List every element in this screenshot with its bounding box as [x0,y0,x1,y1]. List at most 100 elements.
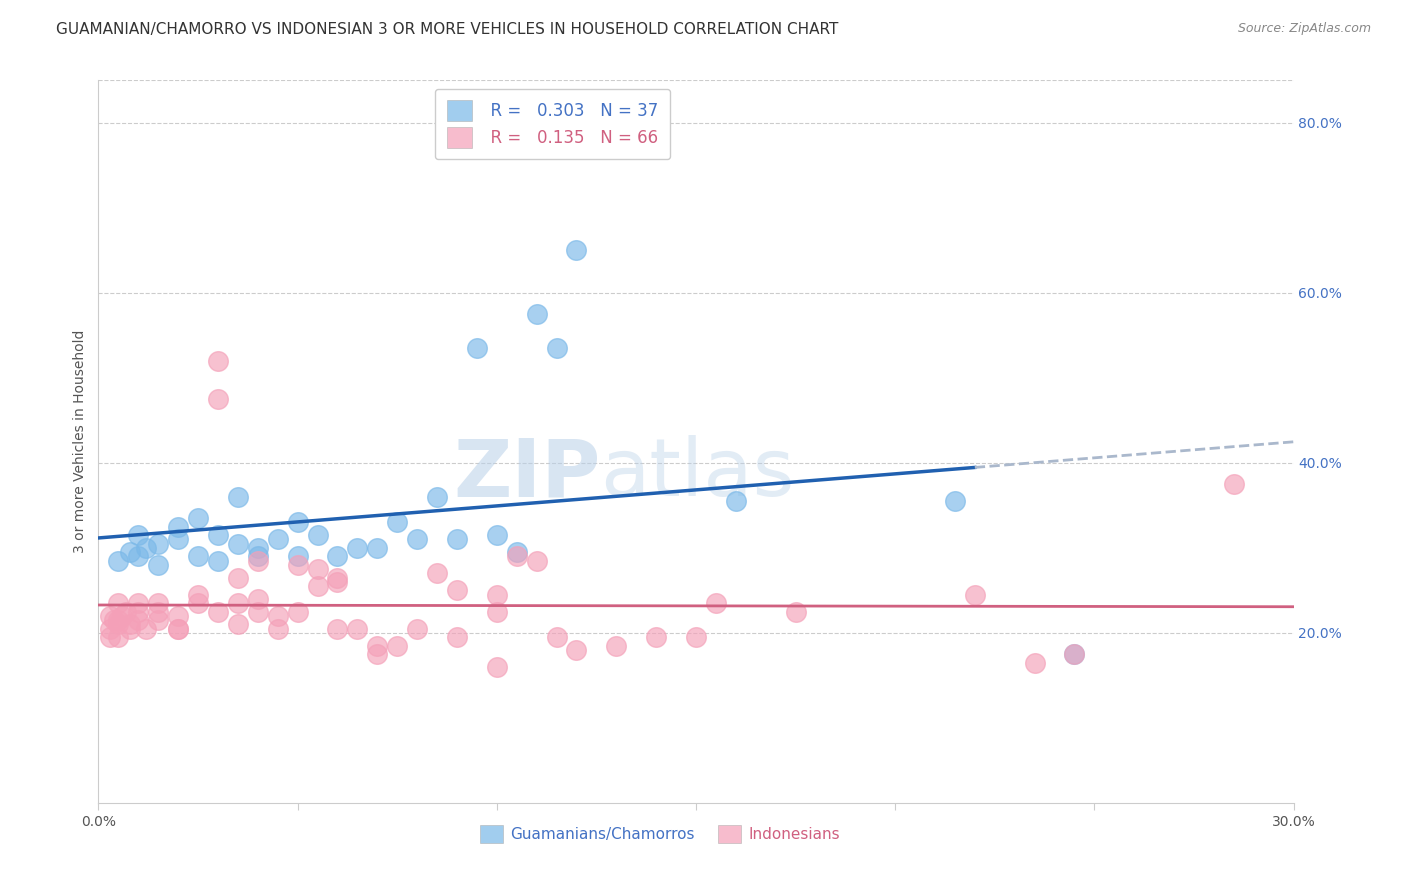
Point [103,613,125,627]
Point [107,596,129,610]
Point [207,605,229,619]
Point [565,642,588,657]
Point [943,494,966,508]
Point [704,596,727,610]
Point [346,541,368,555]
Point [167,622,190,636]
Point [226,570,249,584]
Point [287,558,309,572]
Point [1063,647,1085,661]
Point [426,490,449,504]
Point [565,244,588,258]
Point [287,549,309,564]
Point [246,591,269,606]
Point [485,605,508,619]
Point [226,596,249,610]
Point [685,630,707,644]
Point [1024,656,1046,670]
Point [167,608,190,623]
Point [267,608,290,623]
Point [127,605,149,619]
Point [111,608,134,623]
Point [963,588,986,602]
Point [246,541,269,555]
Point [148,558,170,572]
Point [1063,647,1085,661]
Point [246,549,269,564]
Point [148,536,170,550]
Text: ZIP: ZIP [453,435,600,513]
Point [785,605,807,619]
Point [107,630,129,644]
Point [485,660,508,674]
Point [127,613,149,627]
Text: Source: ZipAtlas.com: Source: ZipAtlas.com [1237,22,1371,36]
Point [287,605,309,619]
Point [207,392,229,406]
Point [107,613,129,627]
Point [645,630,668,644]
Point [485,528,508,542]
Point [546,630,568,644]
Text: atlas: atlas [600,435,794,513]
Point [207,553,229,567]
Point [120,622,142,636]
Point [246,605,269,619]
Point [226,490,249,504]
Point [406,622,429,636]
Point [98,630,122,644]
Legend: Guamanians/Chamorros, Indonesians: Guamanians/Chamorros, Indonesians [474,819,846,849]
Point [107,617,129,632]
Point [465,341,488,355]
Point [167,519,190,533]
Point [724,494,747,508]
Point [366,647,388,661]
Point [127,596,149,610]
Point [326,570,349,584]
Text: GUAMANIAN/CHAMORRO VS INDONESIAN 3 OR MORE VEHICLES IN HOUSEHOLD CORRELATION CHA: GUAMANIAN/CHAMORRO VS INDONESIAN 3 OR MO… [56,22,838,37]
Point [326,622,349,636]
Point [406,533,429,547]
Point [326,549,349,564]
Point [287,516,309,530]
Point [446,630,468,644]
Point [485,588,508,602]
Point [326,574,349,589]
Point [148,605,170,619]
Point [120,617,142,632]
Point [506,549,529,564]
Point [187,511,209,525]
Point [107,553,129,567]
Point [115,605,138,619]
Point [120,545,142,559]
Point [307,562,329,576]
Point [148,613,170,627]
Point [446,583,468,598]
Point [1223,477,1246,491]
Point [127,549,149,564]
Point [187,549,209,564]
Point [267,533,290,547]
Point [226,536,249,550]
Point [135,541,157,555]
Point [98,608,122,623]
Point [307,528,329,542]
Point [207,353,229,368]
Point [226,617,249,632]
Point [167,533,190,547]
Point [506,545,529,559]
Point [346,622,368,636]
Point [526,553,548,567]
Point [366,541,388,555]
Point [267,622,290,636]
Point [446,533,468,547]
Point [426,566,449,581]
Point [385,516,409,530]
Point [148,596,170,610]
Point [246,553,269,567]
Point [366,639,388,653]
Point [307,579,329,593]
Y-axis label: 3 or more Vehicles in Household: 3 or more Vehicles in Household [73,330,87,553]
Point [526,307,548,321]
Point [127,528,149,542]
